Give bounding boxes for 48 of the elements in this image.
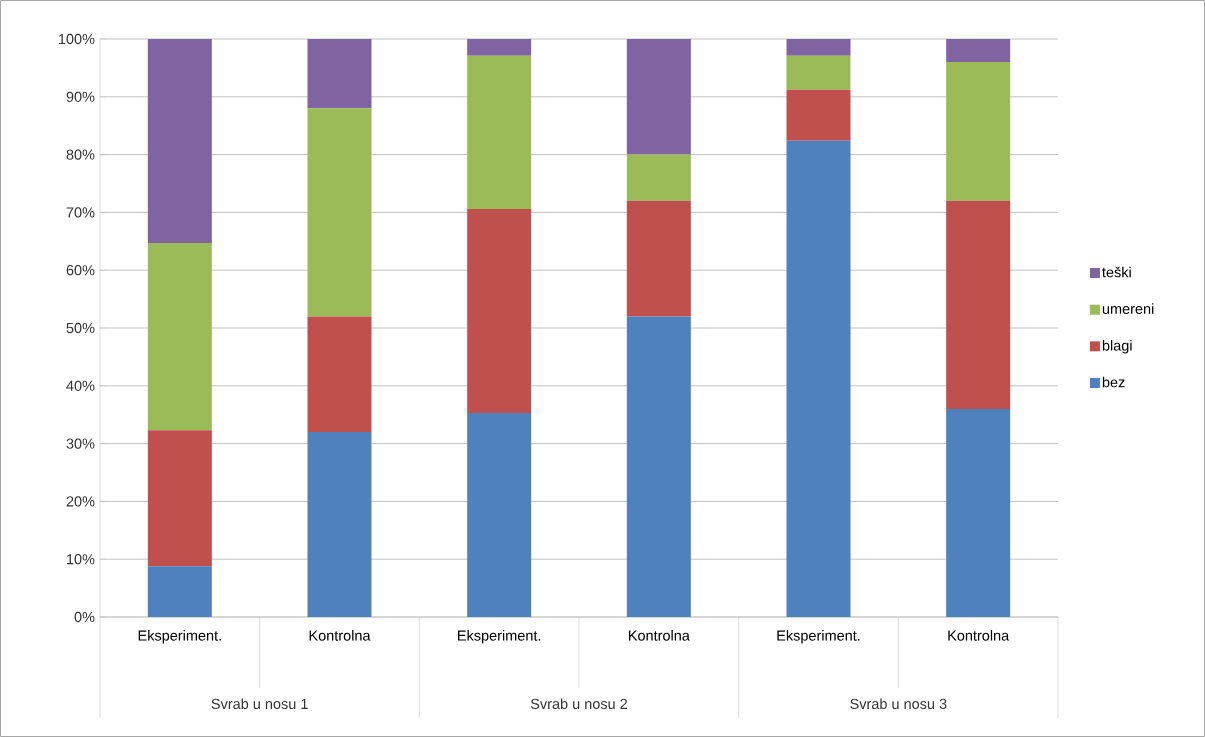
bar	[307, 108, 372, 317]
y-tick-label: 60%	[66, 265, 95, 276]
text: Svrab u nosu 3	[850, 698, 947, 710]
y-tick-label: 10%	[67, 554, 95, 565]
text: Svrab u nosu 1	[211, 698, 308, 710]
bar	[307, 432, 372, 617]
y-tick-label: 0%	[74, 611, 95, 623]
y-tick-label: 90%	[66, 91, 95, 102]
legend-label: bez	[1102, 376, 1125, 388]
bar	[147, 243, 212, 431]
x-tick-label: Kontrolna	[948, 630, 1010, 641]
bar	[147, 430, 212, 567]
bar	[946, 38, 1011, 63]
x-tick-label: Kontrolna	[309, 630, 371, 641]
legend-label: umereni	[1102, 303, 1154, 314]
x-tick-label: Eksperiment.	[777, 630, 860, 644]
y-tick-label: 30%	[66, 438, 95, 449]
bar	[467, 208, 532, 413]
text: Svrab u nosu 2	[530, 698, 628, 710]
bar	[786, 89, 851, 141]
x-tick-label: Kontrolna	[628, 630, 690, 641]
legend-label: blagi	[1102, 340, 1132, 354]
bar	[467, 55, 532, 209]
y-tick-label: 100%	[58, 33, 95, 45]
bar	[626, 316, 691, 617]
y-tick-label: 70%	[66, 207, 95, 218]
bar	[786, 140, 851, 617]
y-tick-label: 80%	[66, 149, 95, 160]
y-tick-label: 40%	[66, 380, 95, 391]
bar	[786, 55, 851, 90]
bar	[467, 38, 532, 56]
bar	[467, 412, 532, 617]
bar	[626, 200, 691, 317]
x-tick-label: Eksperiment.	[458, 630, 541, 644]
bar	[946, 200, 1011, 409]
bar	[626, 38, 691, 155]
bar	[147, 38, 212, 244]
y-tick-label: 50%	[66, 322, 95, 334]
bar	[946, 62, 1011, 201]
bar	[307, 316, 372, 433]
bar	[626, 154, 691, 201]
legend-label: teški	[1102, 266, 1131, 278]
bar	[307, 38, 372, 109]
bar	[147, 566, 212, 617]
y-tick-label: 20%	[66, 496, 95, 507]
bar	[786, 38, 851, 56]
x-tick-label: Eksperiment.	[138, 630, 221, 644]
bar	[946, 408, 1011, 617]
